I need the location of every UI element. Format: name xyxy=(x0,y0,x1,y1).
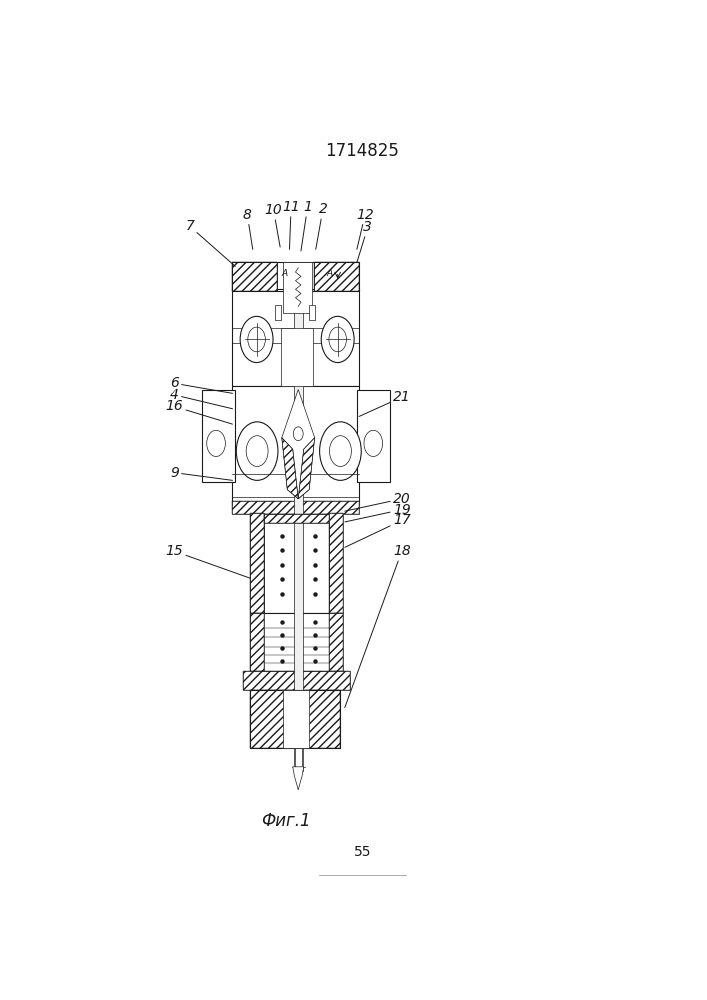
Text: 11: 11 xyxy=(282,200,300,249)
Text: 19: 19 xyxy=(345,503,411,522)
Bar xyxy=(250,690,341,748)
Bar xyxy=(250,613,264,671)
Circle shape xyxy=(240,316,273,363)
Bar xyxy=(250,513,341,613)
Bar xyxy=(232,289,359,386)
Bar xyxy=(250,690,341,748)
Text: 3: 3 xyxy=(357,220,373,262)
Text: A: A xyxy=(327,269,333,278)
Bar xyxy=(232,262,359,291)
Text: 55: 55 xyxy=(354,844,371,858)
Bar xyxy=(329,613,343,671)
Bar xyxy=(329,613,343,671)
Bar xyxy=(243,671,350,690)
Bar xyxy=(309,305,315,320)
Bar xyxy=(250,690,341,748)
Bar xyxy=(232,386,359,505)
Text: 17: 17 xyxy=(345,513,411,547)
Bar xyxy=(294,286,303,771)
Text: 2: 2 xyxy=(316,202,327,249)
Polygon shape xyxy=(293,767,304,790)
Circle shape xyxy=(248,327,265,352)
Bar xyxy=(243,671,350,690)
Bar xyxy=(357,389,390,482)
Polygon shape xyxy=(282,438,298,499)
Bar xyxy=(250,513,264,613)
Circle shape xyxy=(329,327,346,352)
Bar xyxy=(314,262,359,291)
Bar xyxy=(281,328,313,386)
Bar xyxy=(275,305,281,320)
Text: 7: 7 xyxy=(185,219,235,266)
Circle shape xyxy=(293,427,303,441)
Circle shape xyxy=(320,422,361,480)
Text: A: A xyxy=(281,269,288,278)
Bar xyxy=(264,514,329,523)
Circle shape xyxy=(329,436,351,466)
Circle shape xyxy=(246,436,268,466)
Circle shape xyxy=(206,430,226,456)
Bar xyxy=(264,514,329,523)
Text: 1714825: 1714825 xyxy=(325,142,399,160)
Text: 12: 12 xyxy=(356,208,374,249)
Bar xyxy=(284,690,309,748)
Text: 1: 1 xyxy=(301,200,312,251)
Text: 10: 10 xyxy=(264,203,283,247)
Bar xyxy=(329,513,343,613)
Circle shape xyxy=(364,430,382,456)
Text: Фиг.1: Фиг.1 xyxy=(261,812,310,830)
Bar xyxy=(250,513,264,613)
Bar xyxy=(232,262,277,291)
Bar xyxy=(283,262,312,312)
Bar xyxy=(232,501,359,514)
Polygon shape xyxy=(282,389,315,499)
Text: 16: 16 xyxy=(165,399,233,424)
Text: 9: 9 xyxy=(170,466,233,480)
Text: 15: 15 xyxy=(165,544,250,578)
Bar xyxy=(314,262,359,291)
Bar xyxy=(329,513,343,613)
Text: 20: 20 xyxy=(345,492,411,511)
Bar xyxy=(250,613,264,671)
Circle shape xyxy=(321,316,354,363)
Text: 21: 21 xyxy=(359,390,411,416)
Bar xyxy=(250,613,341,671)
Bar xyxy=(232,262,277,291)
Bar xyxy=(295,748,301,768)
Text: 6: 6 xyxy=(170,376,233,393)
Text: 8: 8 xyxy=(243,208,253,249)
Bar xyxy=(201,389,235,482)
Polygon shape xyxy=(298,438,315,499)
Text: 4: 4 xyxy=(170,388,233,409)
Bar xyxy=(232,501,359,514)
Circle shape xyxy=(236,422,278,480)
Text: 18: 18 xyxy=(345,544,411,708)
